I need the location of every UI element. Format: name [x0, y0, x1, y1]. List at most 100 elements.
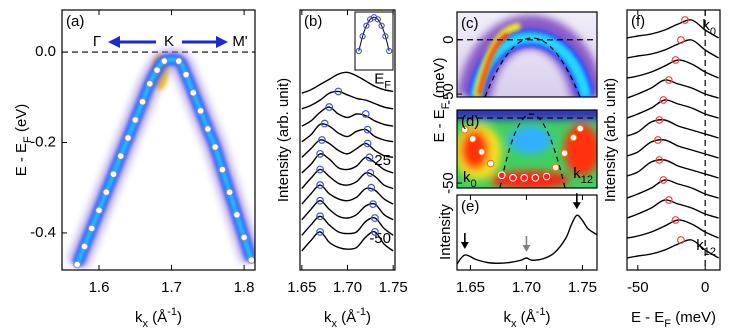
text-run: k	[696, 237, 704, 254]
peak-marker	[371, 214, 379, 222]
x-tick-label: 1.8	[234, 279, 255, 296]
curve-label: -25	[369, 152, 391, 169]
text-run: -1	[536, 306, 546, 318]
data-point	[247, 256, 256, 264]
text-run: E - E	[431, 109, 448, 142]
data-point	[175, 57, 183, 65]
curve	[456, 214, 598, 265]
text-run: 0	[471, 178, 477, 190]
x-tick-label: 1.6	[89, 279, 110, 296]
inset-point	[386, 47, 393, 55]
arrow-head	[572, 202, 581, 210]
curve	[626, 39, 720, 59]
panel-label: (c)	[461, 15, 479, 32]
peak-marker	[677, 236, 685, 244]
y-tick-label: -50	[440, 172, 457, 194]
fit-parabola	[499, 113, 566, 188]
data-point	[109, 170, 118, 178]
band-stroke	[72, 54, 255, 267]
curve-label: k0	[702, 17, 716, 38]
inset-point	[382, 33, 389, 40]
arch-red	[477, 32, 510, 96]
peak-marker	[361, 110, 370, 118]
text-run: 12	[704, 246, 716, 258]
data-point	[233, 211, 241, 219]
blob	[457, 110, 597, 120]
arrow-head	[460, 242, 469, 249]
y-axis-label: Intensity (arb. unit)	[602, 78, 619, 202]
plot-frame	[626, 9, 721, 271]
text-run: k	[573, 165, 581, 182]
curve	[626, 139, 719, 159]
data-point	[560, 149, 569, 157]
corner-label: k12	[573, 165, 593, 186]
text-run: k	[324, 309, 332, 326]
inset-point	[359, 33, 366, 40]
peak-marker	[366, 169, 375, 177]
plot-frame	[456, 11, 598, 98]
inset-frame	[354, 11, 394, 71]
inset-point	[374, 16, 381, 23]
text-run: x	[511, 318, 517, 330]
text-run: -1	[167, 306, 177, 318]
inset-point	[355, 47, 362, 55]
text-run: )	[545, 309, 550, 326]
data-point	[73, 260, 82, 269]
curve-label: -50	[369, 230, 391, 247]
x-tick-label: 1.7	[161, 279, 182, 296]
text-run: (meV)	[671, 309, 716, 326]
intensity-band	[67, 48, 255, 269]
peak-marker	[316, 227, 324, 236]
data-point	[102, 188, 111, 197]
peak-marker	[659, 96, 668, 104]
x-tick-label: 1.70	[333, 279, 362, 296]
curve	[626, 19, 720, 39]
peak-marker	[664, 76, 673, 84]
plot-frame	[61, 9, 256, 271]
text-run: x	[332, 318, 338, 330]
panel-label: (b)	[304, 13, 322, 30]
y-axis-label: E - EF (eV)	[13, 104, 34, 177]
text-run: E - E	[631, 309, 664, 326]
y-axis-label: E - EF (meV)	[431, 57, 452, 142]
data-point	[211, 143, 219, 151]
y-tick-label: -50	[440, 83, 457, 105]
data-point	[240, 233, 248, 242]
data-point	[131, 116, 140, 124]
y-axis-label: Intensity	[437, 204, 454, 260]
inset-point	[378, 22, 385, 29]
y-tick-label: -0.2	[30, 133, 56, 150]
curve-label: EF	[374, 70, 391, 91]
data-point	[189, 88, 198, 97]
data-point	[145, 79, 154, 88]
text-run: 0	[710, 26, 716, 38]
peak-marker	[654, 136, 662, 144]
peak-marker	[325, 103, 334, 111]
curve	[301, 123, 394, 143]
peak-marker	[655, 116, 664, 124]
data-point	[551, 163, 560, 172]
text-run: (meV)	[431, 57, 448, 102]
text-run: )	[177, 309, 182, 326]
data-point	[461, 125, 469, 134]
x-axis-label: kx (Å-1)	[504, 306, 551, 330]
data-point	[486, 159, 495, 168]
peak-marker	[677, 36, 685, 44]
plot-frame	[456, 194, 598, 271]
data-point	[520, 174, 529, 182]
x-axis-label: E - EF (meV)	[631, 309, 716, 330]
data-point	[138, 97, 147, 106]
arrow	[522, 236, 531, 252]
peak-marker	[316, 149, 324, 158]
inset-point	[363, 22, 370, 29]
arrow-head	[522, 245, 531, 252]
peak-marker	[318, 136, 326, 144]
text-run: F	[440, 102, 452, 109]
map-c	[457, 12, 597, 97]
x-tick-label: 0	[701, 279, 709, 296]
data-point	[225, 188, 234, 197]
x-tick-label: 1.75	[379, 279, 408, 296]
data-point	[80, 242, 89, 251]
data-point	[498, 171, 506, 180]
data-point	[576, 124, 585, 133]
